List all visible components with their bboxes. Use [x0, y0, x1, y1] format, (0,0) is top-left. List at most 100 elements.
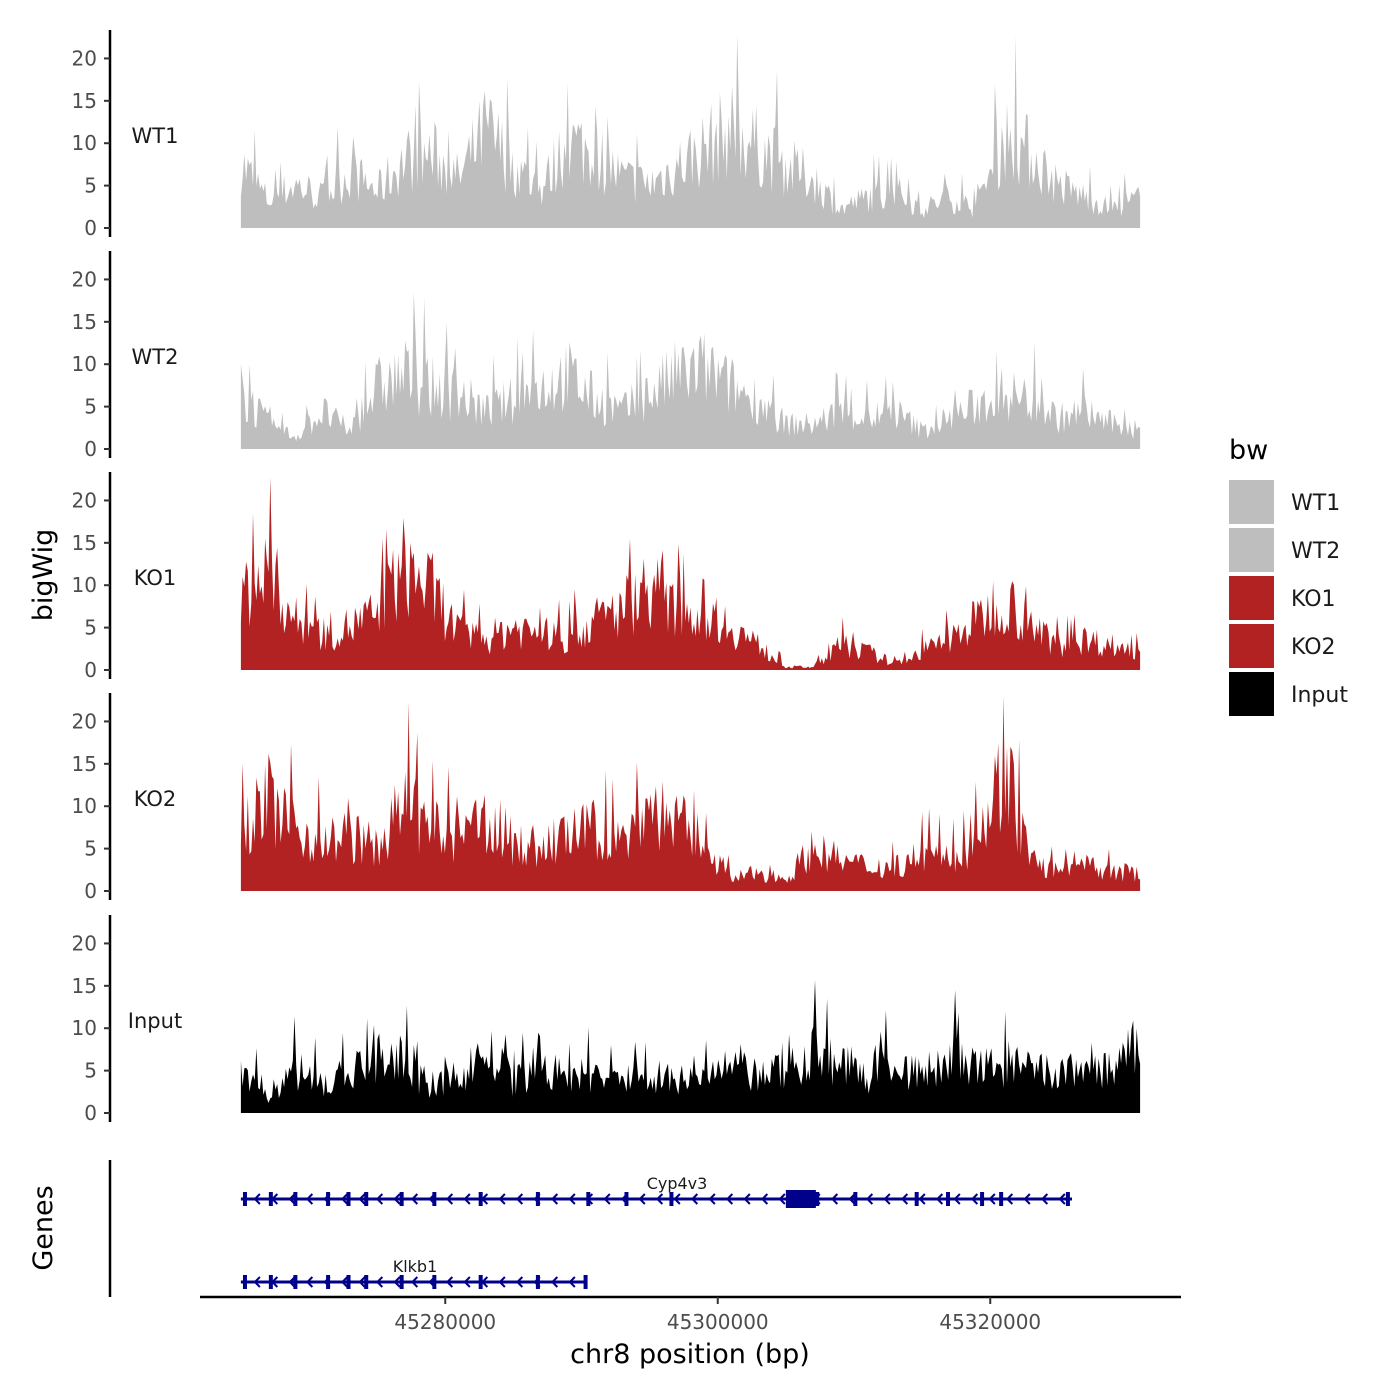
strand-arrow — [340, 1193, 349, 1205]
exon — [293, 1192, 298, 1206]
exon — [624, 1192, 629, 1206]
exon — [669, 1192, 674, 1206]
strand-arrow — [480, 1193, 489, 1205]
y-tick-label: 10 — [72, 794, 97, 818]
track-ko2: 0 5 10 15 20 KO2 — [72, 693, 1141, 903]
strand-arrow — [568, 1276, 576, 1288]
exon — [242, 1192, 247, 1206]
gene-cyp4v3: Cyp4v3 — [240, 1174, 1072, 1208]
strand-arrow — [463, 1193, 471, 1205]
strand-arrow — [708, 1193, 716, 1205]
legend-label: WT2 — [1291, 539, 1340, 564]
strand-arrow — [393, 1276, 401, 1288]
strand-arrow — [445, 1193, 454, 1205]
track-input: 0 5 10 15 20 Input — [72, 915, 1141, 1125]
strand-arrow — [673, 1193, 681, 1205]
legend-title: bw — [1229, 435, 1268, 466]
signal-area-wt2 — [240, 292, 1141, 449]
y-tick-label: 20 — [72, 267, 97, 291]
strand-arrow — [935, 1193, 944, 1205]
strand-arrow — [288, 1193, 296, 1205]
strand-arrow — [760, 1193, 769, 1205]
strand-arrow — [1023, 1193, 1031, 1205]
x-axis-title: chr8 position (bp) — [570, 1339, 810, 1370]
y-tick-label: 10 — [72, 573, 97, 597]
strand-arrow — [498, 1276, 506, 1288]
strand-arrow — [638, 1193, 646, 1205]
strand-arrow — [323, 1193, 331, 1205]
strand-arrow — [533, 1276, 541, 1288]
strand-arrow — [253, 1276, 261, 1288]
legend-entry-ko2: KO2 — [1229, 624, 1336, 668]
exon — [853, 1192, 858, 1206]
strand-arrow — [463, 1276, 471, 1288]
track-wt1: 0 5 10 15 20 WT1 — [72, 30, 1141, 240]
strand-arrow — [953, 1193, 961, 1205]
y-tick-label: 20 — [72, 931, 97, 955]
y-tick-label: 10 — [72, 352, 97, 376]
exon — [1065, 1192, 1070, 1206]
strand-arrow — [288, 1276, 296, 1288]
strand-arrow — [603, 1193, 611, 1205]
y-tick-label: 20 — [72, 709, 97, 733]
exon — [242, 1275, 247, 1289]
y-tick-label: 15 — [72, 531, 97, 555]
y-tick-label: 15 — [72, 974, 97, 998]
y-tick-label: 15 — [72, 310, 97, 334]
strand-arrow — [988, 1193, 996, 1205]
genes-panel: Cyp4v3 Klkb1 — [108, 1160, 1072, 1297]
strand-arrow — [340, 1276, 349, 1288]
strand-arrow — [883, 1193, 891, 1205]
y-tick-label: 0 — [84, 216, 97, 240]
strand-arrow — [795, 1193, 804, 1205]
strand-arrow — [778, 1193, 786, 1205]
legend-entry-wt1: WT1 — [1229, 480, 1340, 524]
exon — [326, 1275, 331, 1289]
strand-arrow — [270, 1193, 279, 1205]
legend-entry-input: Input — [1229, 672, 1348, 716]
track-label-wt2: WT2 — [132, 345, 179, 369]
legend-label: WT1 — [1291, 491, 1340, 516]
exon — [999, 1192, 1004, 1206]
strand-arrow — [918, 1193, 926, 1205]
strand-arrow — [725, 1193, 734, 1205]
track-label-wt1: WT1 — [132, 124, 179, 148]
x-tick-label: 45280000 — [394, 1310, 496, 1334]
bigwig-tracks: 0 5 10 15 20 WT1 0 5 10 15 20 WT2 0 5 10 15 20 KO1 0 5 10 15 2… — [72, 30, 1141, 1125]
exon — [432, 1192, 437, 1206]
strand-arrow — [410, 1193, 419, 1205]
exon — [346, 1275, 351, 1289]
y-tick-label: 0 — [84, 658, 97, 682]
strand-arrow — [655, 1193, 664, 1205]
y-tick-label: 0 — [84, 879, 97, 903]
y-tick-label: 20 — [72, 46, 97, 70]
y-tick-label: 10 — [72, 131, 97, 155]
track-ko1: 0 5 10 15 20 KO1 — [72, 472, 1141, 682]
x-axis: 45280000 45300000 45320000 — [200, 1295, 1181, 1334]
exon — [535, 1192, 540, 1206]
strand-arrow — [410, 1276, 419, 1288]
y-tick-label: 15 — [72, 752, 97, 776]
exon — [914, 1192, 919, 1206]
strand-arrow — [253, 1193, 261, 1205]
signal-area-wt1 — [240, 34, 1141, 228]
strand-arrow — [358, 1276, 366, 1288]
legend-swatch — [1229, 624, 1274, 668]
exon — [535, 1275, 540, 1289]
strand-arrow — [1058, 1193, 1066, 1205]
y-tick-label: 0 — [84, 437, 97, 461]
exon — [364, 1275, 369, 1289]
strand-arrow — [498, 1193, 506, 1205]
track-label-ko1: KO1 — [134, 566, 177, 590]
x-tick-label: 45320000 — [939, 1310, 1041, 1334]
exon — [268, 1192, 273, 1206]
strand-arrow — [393, 1193, 401, 1205]
y-tick-label: 0 — [84, 1101, 97, 1125]
gene-label-klkb1: Klkb1 — [393, 1257, 438, 1276]
exon — [583, 1275, 588, 1289]
strand-arrow — [1040, 1193, 1049, 1205]
gene-klkb1: Klkb1 — [240, 1257, 588, 1289]
legend-entry-ko1: KO1 — [1229, 576, 1336, 620]
strand-arrow — [270, 1276, 279, 1288]
